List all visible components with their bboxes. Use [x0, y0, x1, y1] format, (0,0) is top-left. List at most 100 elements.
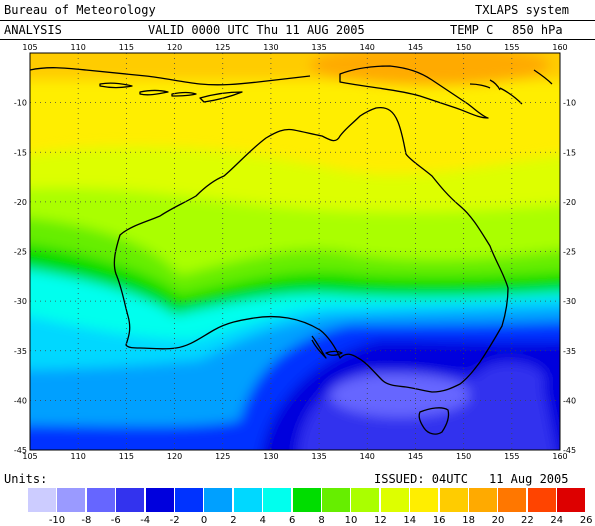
lon-tick-label-bottom: 155: [504, 452, 519, 461]
lat-tick-label-left: -35: [14, 347, 27, 356]
lon-tick-label-bottom: 105: [22, 452, 37, 461]
header-divider: [0, 20, 595, 21]
lat-tick-label-right: -40: [563, 396, 576, 405]
legend-swatch: [527, 488, 556, 512]
australia-coastline: [113, 106, 509, 393]
lon-tick-label-top: 140: [360, 43, 375, 52]
legend-swatch: [57, 488, 86, 512]
island-chain-2: [171, 91, 197, 97]
lon-tick-label-top: 160: [552, 43, 567, 52]
legend-swatch: [410, 488, 439, 512]
legend-label: 24: [550, 515, 564, 526]
footer-row: Units: ISSUED: 04UTC 11 Aug 2005: [0, 470, 595, 488]
legend-label: -4: [140, 515, 151, 526]
legend-label: -10: [48, 515, 66, 526]
coastlines: [30, 65, 553, 435]
legend-label: 16: [432, 515, 446, 526]
lon-tick-label-bottom: 135: [311, 452, 326, 461]
legend-swatch: [351, 488, 380, 512]
new-guinea-coastline: [339, 65, 489, 119]
lon-tick-label-top: 120: [167, 43, 182, 52]
legend-swatch: [557, 488, 586, 512]
legend-label: -2: [169, 515, 180, 526]
island-chain-1: [139, 89, 169, 96]
lat-tick-label-right: -15: [563, 148, 576, 157]
org-title: Bureau of Meteorology: [4, 3, 156, 17]
header-info-row: ANALYSIS VALID 0000 UTC Thu 11 AUG 2005 …: [0, 20, 595, 40]
lon-tick-label-top: 155: [504, 43, 519, 52]
legend-swatch: [204, 488, 233, 512]
legend-swatch: [263, 488, 292, 512]
lon-tick-label-bottom: 125: [215, 452, 230, 461]
header-top-row: Bureau of Meteorology TXLAPS system: [0, 0, 595, 20]
lon-tick-label-bottom: 115: [119, 452, 134, 461]
lat-tick-label-right: -45: [563, 446, 576, 455]
lon-tick-label-top: 145: [408, 43, 423, 52]
legend-label: 6: [289, 515, 296, 526]
lat-tick-label-left: -10: [14, 99, 27, 108]
system-name: TXLAPS system: [475, 3, 569, 17]
lon-tick-label-bottom: 145: [408, 452, 423, 461]
legend-swatch: [439, 488, 468, 512]
lon-tick-label-top: 125: [215, 43, 230, 52]
legend-label: -8: [81, 515, 92, 526]
lon-tick-label-bottom: 120: [167, 452, 182, 461]
color-scale-legend: -10 -8 -6 -4 -2 0 2 4 6 8 10 12 14 16 18 20 22 24 26: [0, 486, 595, 526]
lat-tick-label-right: -35: [563, 347, 576, 356]
issued-date: 11 Aug 2005: [489, 472, 569, 486]
legend-swatch: [116, 488, 145, 512]
legend-swatch: [498, 488, 527, 512]
lat-tick-label-right: -25: [563, 248, 576, 257]
legend-label: 0: [200, 515, 208, 526]
lon-tick-label-top: 130: [263, 43, 278, 52]
legend-label: 10: [344, 515, 358, 526]
graticule: [30, 53, 560, 450]
lon-tick-label-top: 135: [311, 43, 326, 52]
lon-tick-label-bottom: 130: [263, 452, 278, 461]
coral-sea-islands: [533, 69, 553, 85]
spencer-gulf: [311, 335, 327, 359]
lon-tick-label-bottom: 160: [552, 452, 567, 461]
legend-label: 2: [230, 515, 237, 526]
legend-label: 14: [403, 515, 417, 526]
legend-swatch: [145, 488, 174, 512]
island-chain-3: [99, 82, 133, 89]
kangaroo-island: [325, 350, 343, 356]
pressure-level: 850 hPa: [512, 23, 563, 37]
legend-label: 18: [462, 515, 475, 526]
legend-swatch: [86, 488, 115, 512]
timor-island: [199, 91, 243, 103]
map-frame: [29, 52, 561, 451]
legend-label: 4: [259, 515, 266, 526]
legend-swatch: [292, 488, 321, 512]
legend-label: 8: [318, 515, 325, 526]
lat-tick-label-left: -40: [14, 396, 27, 405]
analysis-label: ANALYSIS: [4, 23, 62, 37]
indonesia-north-coast: [30, 67, 311, 86]
field-name: TEMP C: [450, 23, 494, 37]
new-britain: [469, 83, 491, 89]
legend-swatch: [469, 488, 497, 512]
lat-tick-label-left: -20: [14, 198, 27, 207]
lon-tick-label-bottom: 110: [71, 452, 86, 461]
legend-label: 20: [491, 515, 505, 526]
lon-tick-label-bottom: 150: [456, 452, 471, 461]
issued-time: ISSUED: 04UTC: [374, 472, 468, 486]
header-divider-2: [0, 39, 595, 40]
lat-tick-label-right: -30: [563, 297, 576, 306]
lat-tick-label-right: -10: [563, 99, 576, 108]
lat-tick-label-left: -15: [14, 148, 27, 157]
lat-tick-label-right: -20: [563, 198, 576, 207]
lat-tick-label-left: -45: [14, 446, 27, 455]
temperature-map: 105 105 110 110 115 115 120 120 125 125 130 130 135 1…: [14, 43, 576, 461]
legend-label: 22: [521, 515, 534, 526]
tasmania-coastline: [418, 407, 450, 435]
lon-tick-label-top: 115: [119, 43, 134, 52]
valid-time: VALID 0000 UTC Thu 11 AUG 2005: [148, 23, 365, 37]
lon-tick-label-top: 105: [22, 43, 37, 52]
legend-swatch: [380, 488, 409, 512]
legend-label: 12: [374, 515, 387, 526]
lon-tick-label-bottom: 140: [360, 452, 375, 461]
temperature-field: [30, 53, 560, 450]
legend-swatch: [233, 488, 262, 512]
